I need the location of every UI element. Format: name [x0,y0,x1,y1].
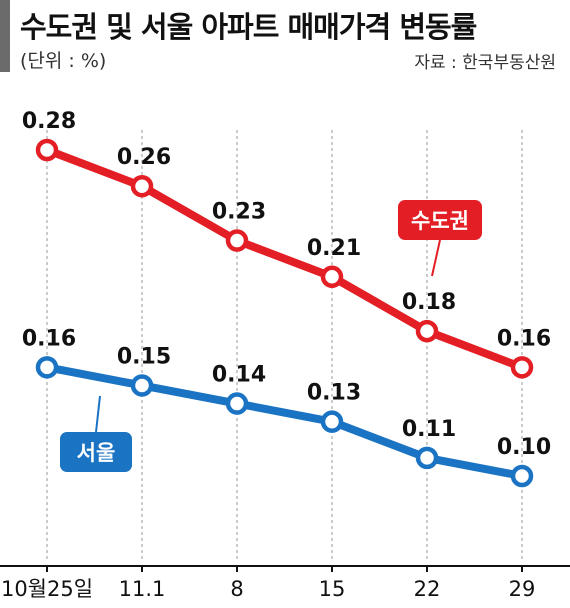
seoul-point-0 [35,356,59,379]
seoul-point-4 [415,446,439,470]
seoul-data-label-5: 0.10 [497,435,551,460]
metro-data-label-4: 0.18 [402,290,456,315]
seoul-point-3 [320,410,344,433]
seoul-point-1 [130,374,154,397]
seoul-data-label-3: 0.13 [307,381,361,406]
title-accent-bar [0,0,10,72]
unit-label: (단위 : %) [20,50,107,72]
metro-data-label-0: 0.28 [22,109,76,134]
x-tick-label-5: 29 [509,577,536,601]
seoul-data-label-1: 0.15 [117,344,171,369]
chart-title: 수도권 및 서울 아파트 매매가격 변동률 [20,10,477,44]
metro-point-5 [510,356,534,379]
metro-point-3 [320,265,344,289]
seoul-badge-label: 서울 [77,441,116,465]
metro-data-label-1: 0.26 [117,145,171,170]
source-label: 자료 : 한국부동산원 [414,53,556,73]
x-tick-label-4: 22 [414,577,441,601]
metro-badge [398,200,482,240]
metro-badge-label: 수도권 [411,209,469,233]
metro-data-label-2: 0.23 [212,200,266,225]
metro-point-2 [225,229,249,252]
metro-point-4 [415,319,439,343]
metro-series-line [43,146,526,372]
x-tick-label-2: 8 [230,577,243,601]
metro-data-label-5: 0.16 [497,326,551,351]
seoul-data-label-0: 0.16 [22,326,76,351]
seoul-point-2 [225,392,249,415]
seoul-data-label-2: 0.14 [212,363,266,388]
metro-point-0 [35,138,59,162]
metro-data-label-3: 0.21 [307,236,361,261]
metro-badge-leader [431,239,441,277]
x-tick-label-1: 11.1 [119,577,166,601]
seoul-point-5 [510,464,534,488]
seoul-badge [60,432,132,472]
seoul-badge-leader [95,395,101,433]
metro-point-1 [130,174,154,198]
x-tick-label-3: 15 [319,577,346,601]
seoul-data-label-4: 0.11 [402,417,456,442]
x-tick-label-0: 10월25일 [1,577,93,601]
seoul-series-line [43,363,526,480]
